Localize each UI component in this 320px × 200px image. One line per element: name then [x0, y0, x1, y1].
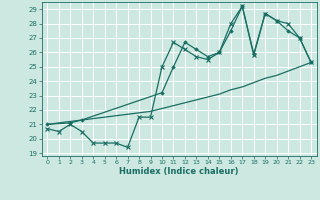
X-axis label: Humidex (Indice chaleur): Humidex (Indice chaleur) [119, 167, 239, 176]
